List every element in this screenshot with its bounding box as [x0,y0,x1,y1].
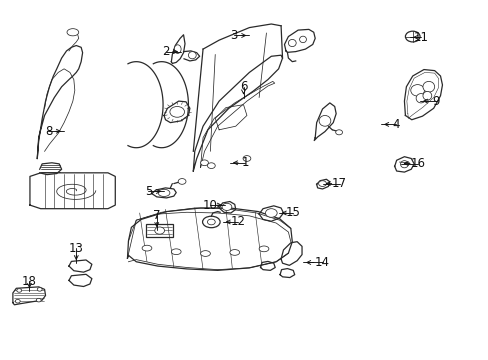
Ellipse shape [17,289,21,292]
Bar [146,224,172,237]
Ellipse shape [207,219,215,225]
Text: 2: 2 [162,45,169,58]
Ellipse shape [243,156,250,161]
Ellipse shape [259,246,268,252]
Ellipse shape [188,51,196,59]
Ellipse shape [299,36,306,42]
Text: 14: 14 [314,256,329,269]
Ellipse shape [422,81,434,92]
Ellipse shape [202,216,220,228]
Text: 18: 18 [22,275,37,288]
Ellipse shape [222,203,231,211]
Ellipse shape [174,45,181,53]
Ellipse shape [200,251,210,256]
Ellipse shape [200,160,208,166]
Ellipse shape [142,245,152,251]
Ellipse shape [158,189,169,197]
Text: 8: 8 [45,125,52,138]
Ellipse shape [400,161,407,168]
Ellipse shape [37,288,42,291]
Text: 3: 3 [230,29,237,42]
Ellipse shape [405,31,419,42]
Ellipse shape [318,181,326,186]
Ellipse shape [171,249,181,255]
Ellipse shape [15,300,20,303]
Ellipse shape [178,179,185,184]
Ellipse shape [169,107,184,117]
Ellipse shape [288,40,296,46]
Text: 15: 15 [285,207,300,220]
Ellipse shape [36,298,41,302]
Text: 13: 13 [69,242,83,255]
Text: 11: 11 [413,31,427,44]
Text: 12: 12 [230,215,244,229]
Text: 5: 5 [144,185,152,198]
Ellipse shape [415,94,425,103]
Ellipse shape [229,249,239,255]
Text: 6: 6 [239,80,247,93]
Text: 7: 7 [153,209,160,222]
Text: 4: 4 [391,118,399,131]
Ellipse shape [67,29,79,36]
Ellipse shape [319,116,330,126]
Text: 1: 1 [241,156,249,169]
Text: 9: 9 [431,95,439,108]
Ellipse shape [335,130,342,135]
Text: 17: 17 [331,177,346,190]
Ellipse shape [422,91,431,100]
Ellipse shape [155,227,164,234]
Ellipse shape [265,209,277,217]
Ellipse shape [207,163,215,168]
Text: 10: 10 [203,199,217,212]
Text: 16: 16 [410,157,425,170]
Ellipse shape [410,85,424,96]
